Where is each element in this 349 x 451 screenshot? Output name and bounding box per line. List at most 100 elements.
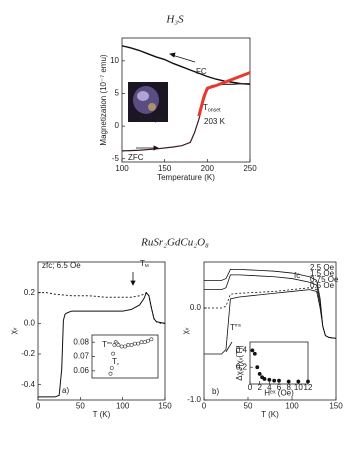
annotation-text: a)	[62, 386, 69, 395]
x-tick-label: 50	[76, 401, 85, 410]
plot-frame	[37, 261, 166, 401]
y-axis-label: χᵥ	[9, 327, 18, 334]
data-point	[296, 379, 301, 384]
data-line	[38, 292, 165, 324]
legend-entry: 0.5 Oe	[310, 281, 335, 290]
data-point	[272, 378, 277, 383]
x-tick-label: 200	[201, 164, 215, 173]
data-point	[255, 365, 260, 370]
annotation-sub: c	[117, 361, 119, 366]
x-axis-label: T (K)	[93, 410, 111, 419]
data-point	[116, 343, 121, 347]
annotation-text: FC	[196, 67, 207, 76]
y-tick-label: 5	[115, 89, 120, 98]
data-point	[136, 341, 141, 346]
y-tick-label: 0.0	[24, 318, 36, 327]
y-tick-label: -0.2	[21, 349, 35, 358]
annotation: 100 μm	[139, 114, 166, 123]
x-axis-label: T (K)	[261, 410, 279, 419]
y-tick-label: 0.0	[190, 303, 202, 312]
annotation: TM	[140, 259, 149, 268]
y-tick-label: 0.08	[73, 337, 89, 346]
data-point	[250, 348, 255, 353]
data-point	[123, 344, 127, 349]
legend-entry: 0.75 Oe	[310, 275, 339, 284]
data-line	[204, 287, 337, 339]
annotation: Tms	[102, 340, 112, 349]
y-axis-label: Magnetization (10⁻⁷ emu)	[99, 54, 108, 145]
annotation-text: b)	[212, 387, 219, 396]
annotation-sup: ms	[107, 340, 112, 345]
y-tick-label: -1.0	[187, 395, 201, 404]
data-line	[204, 289, 337, 355]
plot-frame	[203, 261, 337, 401]
y-tick-label: 10	[110, 56, 119, 65]
annotation: ZFC	[128, 153, 144, 162]
x-tick-label: 0	[202, 401, 207, 410]
annotation-text: ZFC	[128, 153, 144, 162]
data-point	[267, 377, 272, 382]
annotation-text: zfc; 6.5 Oe	[42, 261, 81, 270]
x-tick-label: 0	[36, 401, 41, 410]
data-point	[132, 341, 137, 346]
legend-entry: 2.5 Oe	[310, 263, 335, 272]
data-point	[149, 337, 154, 342]
x-tick-label: 100	[285, 401, 299, 410]
annotation-text: T	[203, 103, 208, 112]
x-tick-label: 0	[248, 383, 253, 392]
x-axis-label: Temperature (K)	[157, 173, 215, 182]
y-tick-label: 0.06	[73, 366, 89, 375]
x-tick-label: 150	[158, 401, 172, 410]
data-point	[139, 340, 144, 345]
y-tick-label: 0	[115, 121, 120, 130]
annotation: Tonset	[203, 103, 221, 114]
y-axis-label: Δχᵥ/|χᵥ(T)|	[235, 345, 244, 380]
x-tick-label: 6	[277, 383, 282, 392]
annotation-text: T	[140, 259, 145, 268]
plot-frame	[121, 37, 251, 163]
legend-title: fc	[294, 271, 300, 280]
data-point	[126, 343, 131, 347]
annotation-text: 100 μm	[139, 114, 166, 123]
annotation: zfc; 6.5 Oe	[42, 261, 81, 270]
data-point	[257, 372, 262, 376]
data-point	[262, 377, 267, 381]
data-point	[119, 344, 124, 349]
data-line	[38, 291, 166, 398]
chart-title: H₃S	[165, 14, 184, 26]
chart-title: RuSr₂GdCu₂O₈	[140, 237, 209, 249]
photo-inset	[128, 82, 168, 122]
x-tick-label: 50	[244, 401, 253, 410]
annotation: FC	[196, 67, 207, 76]
x-tick-label: 150	[329, 401, 343, 410]
data-point	[146, 338, 151, 343]
annotation-text: 203 K	[204, 117, 226, 126]
y-tick-label: 0.2	[24, 288, 36, 297]
annotation-sub: M	[145, 263, 149, 268]
data-point	[252, 351, 257, 356]
annotation: a)	[62, 386, 69, 395]
data-point	[306, 379, 310, 384]
arrows	[130, 52, 233, 353]
data-point	[108, 371, 113, 376]
annotation-sub: onset	[208, 108, 221, 114]
x-tick-label: 150	[158, 164, 172, 173]
legend-entry: 1.5 Oe	[310, 269, 335, 278]
annotation-text: T	[102, 340, 107, 349]
x-tick-label: 8	[286, 383, 291, 392]
x-tick-label: 100	[116, 401, 130, 410]
y-tick-label: 0.2	[236, 362, 248, 371]
x-axis-label: Hᵉˣ (Oe)	[264, 389, 294, 398]
data-point	[277, 378, 281, 383]
data-point	[111, 351, 116, 356]
y-tick-label: -5	[112, 154, 120, 163]
x-tick-label: 4	[267, 383, 272, 392]
data-point	[129, 343, 134, 347]
annotation-text: T	[230, 323, 235, 332]
x-tick-label: 100	[115, 164, 129, 173]
x-tick-label: 12	[304, 383, 313, 392]
x-tick-label: 10	[294, 383, 303, 392]
annotation: Tms	[230, 323, 242, 332]
